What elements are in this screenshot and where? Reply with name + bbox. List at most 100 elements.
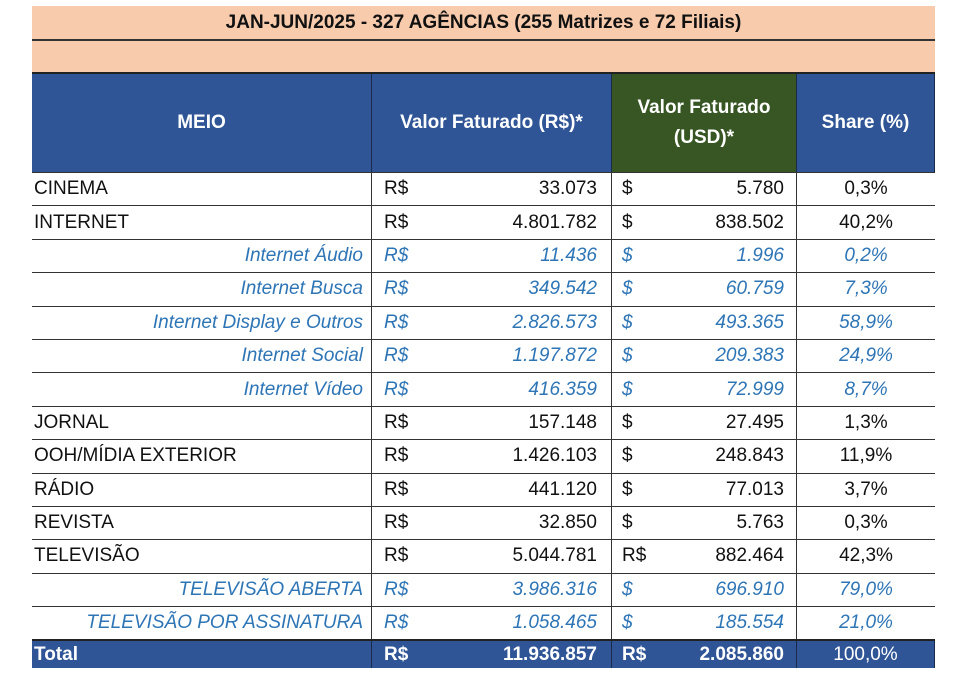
table-row: Internet Busca R$ 349.542 $60.759 7,3%	[32, 272, 935, 306]
table-row: JORNAL R$ 157.148 $27.495 1,3%	[32, 405, 935, 440]
cell-brl: R$ 441.120	[372, 473, 612, 506]
brl-value: 5.044.781	[512, 545, 597, 567]
cell-brl: R$ 11.436	[372, 239, 612, 273]
meio-label: INTERNET	[34, 211, 129, 233]
share-value: 1,3%	[844, 411, 888, 433]
header-meio: MEIO	[32, 74, 372, 172]
usd-value: 248.843	[715, 445, 784, 467]
share-value: 42,3%	[839, 545, 893, 567]
brl-value: 441.120	[528, 478, 597, 500]
usd-value: 5.763	[736, 512, 784, 534]
brl-value: 1.058.465	[512, 612, 597, 634]
cell-brl: R$ 5.044.781	[372, 540, 612, 573]
meio-label: Total	[34, 643, 78, 665]
usd-value: 1.996	[736, 244, 784, 266]
cell-meio: TELEVISÃO POR ASSINATURA	[32, 607, 372, 640]
share-value: 0,2%	[844, 244, 888, 266]
share-value: 11,9%	[839, 445, 893, 467]
usd-value: 5.780	[736, 178, 784, 200]
share-value: 0,3%	[844, 178, 888, 200]
cell-usd: $696.910	[612, 573, 797, 607]
brl-currency: R$	[384, 278, 409, 300]
usd-value: 696.910	[715, 578, 784, 600]
table-row: Internet Display e Outros R$ 2.826.573 $493…	[32, 305, 935, 339]
share-value: 24,9%	[839, 345, 893, 367]
cell-usd: $185.554	[612, 607, 797, 640]
cell-share: 7,3%	[797, 273, 935, 305]
cell-brl: R$ 1.426.103	[372, 440, 612, 473]
brl-currency: R$	[384, 345, 409, 367]
meio-label: Internet Busca	[240, 278, 363, 300]
usd-value: 2.085.860	[699, 643, 784, 665]
header-row: MEIO Valor Faturado (R$)* Valor Faturado…	[32, 74, 935, 172]
cell-share: 0,3%	[797, 173, 935, 205]
usd-currency: $	[622, 578, 633, 600]
cell-usd: R$ 882.464	[612, 540, 797, 573]
cell-brl: R$ 349.542	[372, 273, 612, 306]
header-share: Share (%)	[797, 74, 935, 172]
media-billing-table: JAN-JUN/2025 - 327 AGÊNCIAS (255 Matrize…	[32, 6, 935, 669]
cell-brl: R$ 157.148	[372, 406, 612, 440]
cell-share: 1,3%	[797, 407, 935, 439]
meio-label: JORNAL	[34, 411, 109, 433]
cell-usd: $77.013	[612, 473, 797, 506]
brl-currency: R$	[384, 445, 409, 467]
cell-brl: R$ 3.986.316	[372, 573, 612, 607]
cell-usd: $248.843	[612, 440, 797, 473]
brl-value: 1.197.872	[512, 345, 597, 367]
cell-share: 100,0%	[797, 641, 935, 669]
meio-label: TELEVISÃO POR ASSINATURA	[86, 612, 363, 634]
usd-currency: $	[622, 411, 633, 433]
meio-label: RÁDIO	[34, 478, 95, 500]
cell-meio: Internet Áudio	[32, 239, 372, 273]
cell-share: 42,3%	[797, 540, 935, 572]
cell-brl: R$ 1.197.872	[372, 339, 612, 373]
usd-currency: $	[622, 612, 633, 634]
table-row: Internet Social R$ 1.197.872 $209.383 24,9%	[32, 338, 935, 373]
cell-share: 0,3%	[797, 507, 935, 539]
meio-label: Internet Social	[241, 345, 363, 367]
cell-meio: Internet Display e Outros	[32, 306, 372, 339]
total-row: Total R$ 11.936.857 R$ 2.085.860 100,0%	[32, 639, 935, 669]
share-value: 100,0%	[833, 643, 898, 665]
brl-currency: R$	[384, 211, 409, 233]
cell-meio: INTERNET	[32, 206, 372, 239]
table-row: CINEMA R$ 33.073 $5.780 0,3%	[32, 172, 935, 206]
share-value: 7,3%	[844, 278, 888, 300]
table-row: RÁDIO R$ 441.120 $77.013 3,7%	[32, 472, 935, 506]
cell-share: 11,9%	[797, 440, 935, 472]
brl-value: 349.542	[528, 278, 597, 300]
header-usd-line2: (USD)*	[673, 127, 735, 148]
brl-currency: R$	[384, 512, 409, 534]
cell-share: 40,2%	[797, 206, 935, 238]
usd-value: 209.383	[715, 345, 784, 367]
cell-meio: REVISTA	[32, 506, 372, 540]
table-row: Internet Áudio R$ 11.436 $1.996 0,2%	[32, 238, 935, 273]
cell-usd: $1.996	[612, 239, 797, 273]
cell-brl: R$ 2.826.573	[372, 306, 612, 339]
table-row: REVISTA R$ 32.850 $5.763 0,3%	[32, 505, 935, 540]
brl-value: 2.826.573	[512, 311, 597, 333]
brl-currency: R$	[384, 311, 409, 333]
cell-meio: OOH/MÍDIA EXTERIOR	[32, 440, 372, 473]
cell-brl: R$ 1.058.465	[372, 607, 612, 640]
meio-label: OOH/MÍDIA EXTERIOR	[34, 445, 237, 467]
brl-value: 416.359	[528, 378, 597, 400]
cell-usd: R$ 2.085.860	[612, 641, 797, 669]
usd-currency: $	[622, 178, 633, 200]
usd-currency: R$	[622, 643, 647, 665]
usd-currency: $	[622, 478, 633, 500]
cell-usd: $838.502	[612, 206, 797, 239]
cell-share: 0,2%	[797, 240, 935, 272]
usd-value: 493.365	[715, 311, 784, 333]
share-value: 40,2%	[839, 211, 893, 233]
cell-meio: Total	[32, 641, 372, 669]
usd-currency: $	[622, 378, 633, 400]
cell-meio: JORNAL	[32, 406, 372, 440]
usd-currency: $	[622, 311, 633, 333]
usd-value: 77.013	[725, 478, 784, 500]
cell-usd: $493.365	[612, 306, 797, 339]
cell-usd: $72.999	[612, 373, 797, 406]
table-title: JAN-JUN/2025 - 327 AGÊNCIAS (255 Matrize…	[32, 6, 935, 41]
brl-value: 32.850	[538, 512, 597, 534]
